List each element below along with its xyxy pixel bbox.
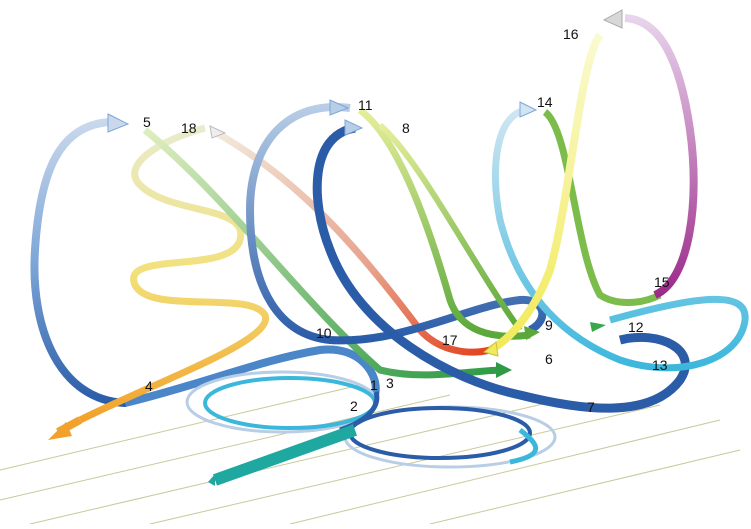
diagram-labels: 1 2 3 4 5 6 7 8 9 10 11 12 13 14 15 16 1… xyxy=(143,26,670,415)
label-17: 17 xyxy=(442,332,458,348)
label-15: 15 xyxy=(654,274,670,290)
label-2: 2 xyxy=(350,398,358,414)
label-12: 12 xyxy=(628,319,644,335)
label-9: 9 xyxy=(545,317,553,333)
label-10: 10 xyxy=(316,325,332,341)
magenta-loop xyxy=(602,9,698,299)
label-5: 5 xyxy=(143,114,151,130)
red-diagonal-ribbon xyxy=(209,125,491,356)
yellow-tall-ribbon xyxy=(482,32,604,357)
ground-grid xyxy=(0,384,741,525)
teal-start-ribbon xyxy=(208,424,358,486)
label-4: 4 xyxy=(145,378,153,394)
label-16: 16 xyxy=(563,26,579,42)
bottom-ellipse-left xyxy=(185,370,380,434)
label-11: 11 xyxy=(358,97,373,113)
green-to-fifteen xyxy=(542,109,662,332)
left-loop-ribbon xyxy=(30,113,380,407)
tall-green-ribbon xyxy=(357,107,540,340)
label-13: 13 xyxy=(652,357,668,373)
label-8: 8 xyxy=(402,120,410,136)
cyan-loop xyxy=(491,101,749,372)
label-7: 7 xyxy=(587,399,595,415)
middle-blue-loop xyxy=(245,99,547,345)
label-3: 3 xyxy=(386,375,394,391)
label-14: 14 xyxy=(537,94,553,110)
spring-ribbon xyxy=(48,124,269,440)
label-6: 6 xyxy=(545,351,553,367)
label-1: 1 xyxy=(370,377,378,393)
label-18: 18 xyxy=(181,120,197,136)
